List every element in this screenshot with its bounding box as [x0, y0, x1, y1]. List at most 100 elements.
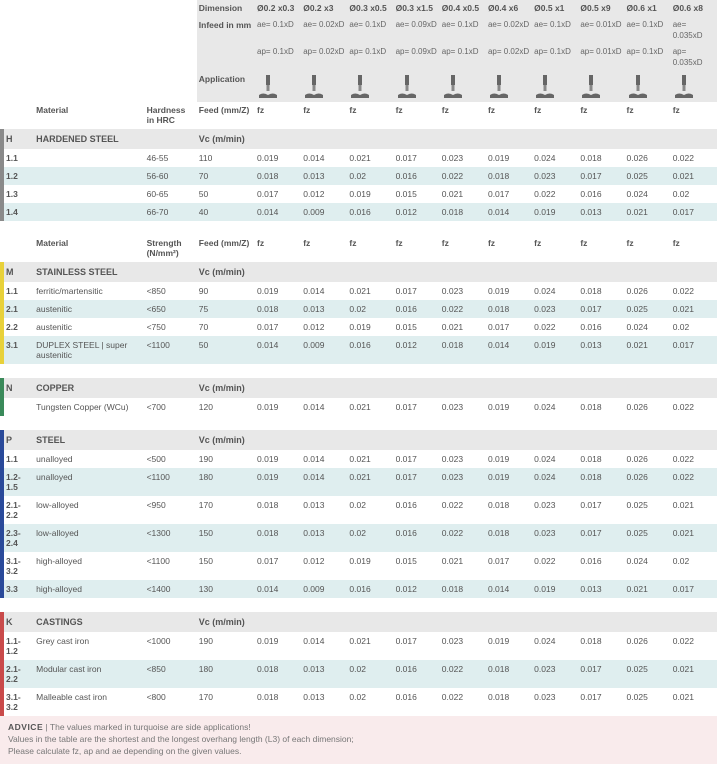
row-num: 3.1 — [4, 336, 34, 364]
fz-5: 0.014 — [486, 336, 532, 364]
fz-col-label: fz — [255, 102, 301, 129]
fz-1: 0.014 — [301, 450, 347, 468]
advice-line1: The values marked in turquoise are side … — [50, 722, 251, 732]
fz-1: 0.009 — [301, 203, 347, 221]
dim-col-9: Ø0.6 x8 — [673, 3, 703, 13]
fz-col-label: fz — [347, 235, 393, 262]
fz-8: 0.024 — [625, 318, 671, 336]
ae-4: ae= 0.1xD — [440, 17, 486, 44]
feed-col-label: Feed (mm/Z) — [197, 102, 255, 129]
ap-7: ap= 0.01xD — [578, 44, 624, 71]
fz-0: 0.018 — [255, 660, 301, 688]
row-num: 3.1-3.2 — [4, 688, 34, 716]
dim-col-4: Ø0.4 x0.5 — [442, 3, 479, 13]
fz-3: 0.017 — [394, 450, 440, 468]
tool-icon-7 — [578, 71, 624, 102]
fz-4: 0.022 — [440, 496, 486, 524]
fz-8: 0.024 — [625, 552, 671, 580]
tool-icon-8 — [625, 71, 671, 102]
fz-3: 0.017 — [394, 282, 440, 300]
fz-3: 0.016 — [394, 167, 440, 185]
row-material: austenitic — [34, 300, 144, 318]
row-vc: 90 — [197, 282, 255, 300]
fz-5: 0.017 — [486, 185, 532, 203]
row-vc: 180 — [197, 468, 255, 496]
group-name-H: HARDENED STEEL — [34, 129, 144, 149]
fz-1: 0.012 — [301, 318, 347, 336]
data-row-P-5: 3.3high-alloyed<14001300.0140.0090.0160.… — [0, 580, 717, 598]
fz-4: 0.021 — [440, 552, 486, 580]
data-row-H-1: 1.256-60700.0180.0130.020.0160.0220.0180… — [0, 167, 717, 185]
row-material: low-alloyed — [34, 524, 144, 552]
fz-col-label: fz — [255, 235, 301, 262]
fz-col-label: fz — [486, 235, 532, 262]
fz-7: 0.018 — [578, 468, 624, 496]
row-prop: 60-65 — [145, 185, 197, 203]
fz-3: 0.016 — [394, 496, 440, 524]
group-code-M: M — [4, 262, 34, 282]
row-material — [34, 149, 144, 167]
data-row-K-2: 3.1-3.2Malleable cast iron<8001700.0180.… — [0, 688, 717, 716]
fz-3: 0.012 — [394, 336, 440, 364]
fz-0: 0.019 — [255, 398, 301, 416]
data-row-K-0: 1.1-1.2Grey cast iron<10001900.0190.0140… — [0, 632, 717, 660]
row-prop: <850 — [145, 660, 197, 688]
fz-9: 0.017 — [671, 203, 717, 221]
fz-5: 0.018 — [486, 167, 532, 185]
dimension-label: Dimension — [199, 3, 242, 13]
ap-2: ap= 0.1xD — [347, 44, 393, 71]
fz-7: 0.016 — [578, 552, 624, 580]
fz-3: 0.017 — [394, 632, 440, 660]
fz-col-label: fz — [532, 235, 578, 262]
fz-2: 0.019 — [347, 552, 393, 580]
fz-0: 0.018 — [255, 167, 301, 185]
fz-col-label: fz — [486, 102, 532, 129]
fz-col-label: fz — [578, 102, 624, 129]
fz-col-label: fz — [301, 102, 347, 129]
fz-2: 0.021 — [347, 450, 393, 468]
fz-7: 0.013 — [578, 336, 624, 364]
fz-2: 0.02 — [347, 300, 393, 318]
row-vc: 130 — [197, 580, 255, 598]
row-num: 1.1 — [4, 282, 34, 300]
fz-9: 0.021 — [671, 524, 717, 552]
fz-5: 0.019 — [486, 468, 532, 496]
row-prop: <500 — [145, 450, 197, 468]
ap-1: ap= 0.02xD — [301, 44, 347, 71]
tool-icon-9 — [671, 71, 717, 102]
fz-6: 0.022 — [532, 552, 578, 580]
fz-6: 0.024 — [532, 450, 578, 468]
material-col-label: Material — [34, 102, 144, 129]
dim-col-5: Ø0.4 x6 — [488, 3, 518, 13]
fz-9: 0.017 — [671, 580, 717, 598]
row-material: high-alloyed — [34, 552, 144, 580]
row-prop: <850 — [145, 282, 197, 300]
fz-2: 0.019 — [347, 185, 393, 203]
ap-5: ap= 0.02xD — [486, 44, 532, 71]
fz-col-label: fz — [532, 102, 578, 129]
fz-2: 0.02 — [347, 496, 393, 524]
fz-2: 0.021 — [347, 632, 393, 660]
fz-2: 0.02 — [347, 167, 393, 185]
fz-col-label: fz — [625, 235, 671, 262]
row-material: ferritic/martensitic — [34, 282, 144, 300]
row-material: unalloyed — [34, 468, 144, 496]
fz-8: 0.026 — [625, 398, 671, 416]
prop-col-label-1: Strength (N/mm²) — [145, 235, 197, 262]
fz-2: 0.02 — [347, 524, 393, 552]
row-prop: <1100 — [145, 552, 197, 580]
row-material: Malleable cast iron — [34, 688, 144, 716]
fz-9: 0.021 — [671, 688, 717, 716]
data-row-P-3: 2.3-2.4low-alloyed<13001500.0180.0130.02… — [0, 524, 717, 552]
fz-9: 0.022 — [671, 282, 717, 300]
fz-1: 0.014 — [301, 398, 347, 416]
fz-7: 0.016 — [578, 318, 624, 336]
tool-icon-4 — [440, 71, 486, 102]
dim-col-3: Ø0.3 x1.5 — [396, 3, 433, 13]
fz-6: 0.024 — [532, 282, 578, 300]
fz-0: 0.018 — [255, 688, 301, 716]
fz-4: 0.023 — [440, 450, 486, 468]
row-vc: 170 — [197, 496, 255, 524]
fz-9: 0.021 — [671, 300, 717, 318]
fz-8: 0.025 — [625, 167, 671, 185]
